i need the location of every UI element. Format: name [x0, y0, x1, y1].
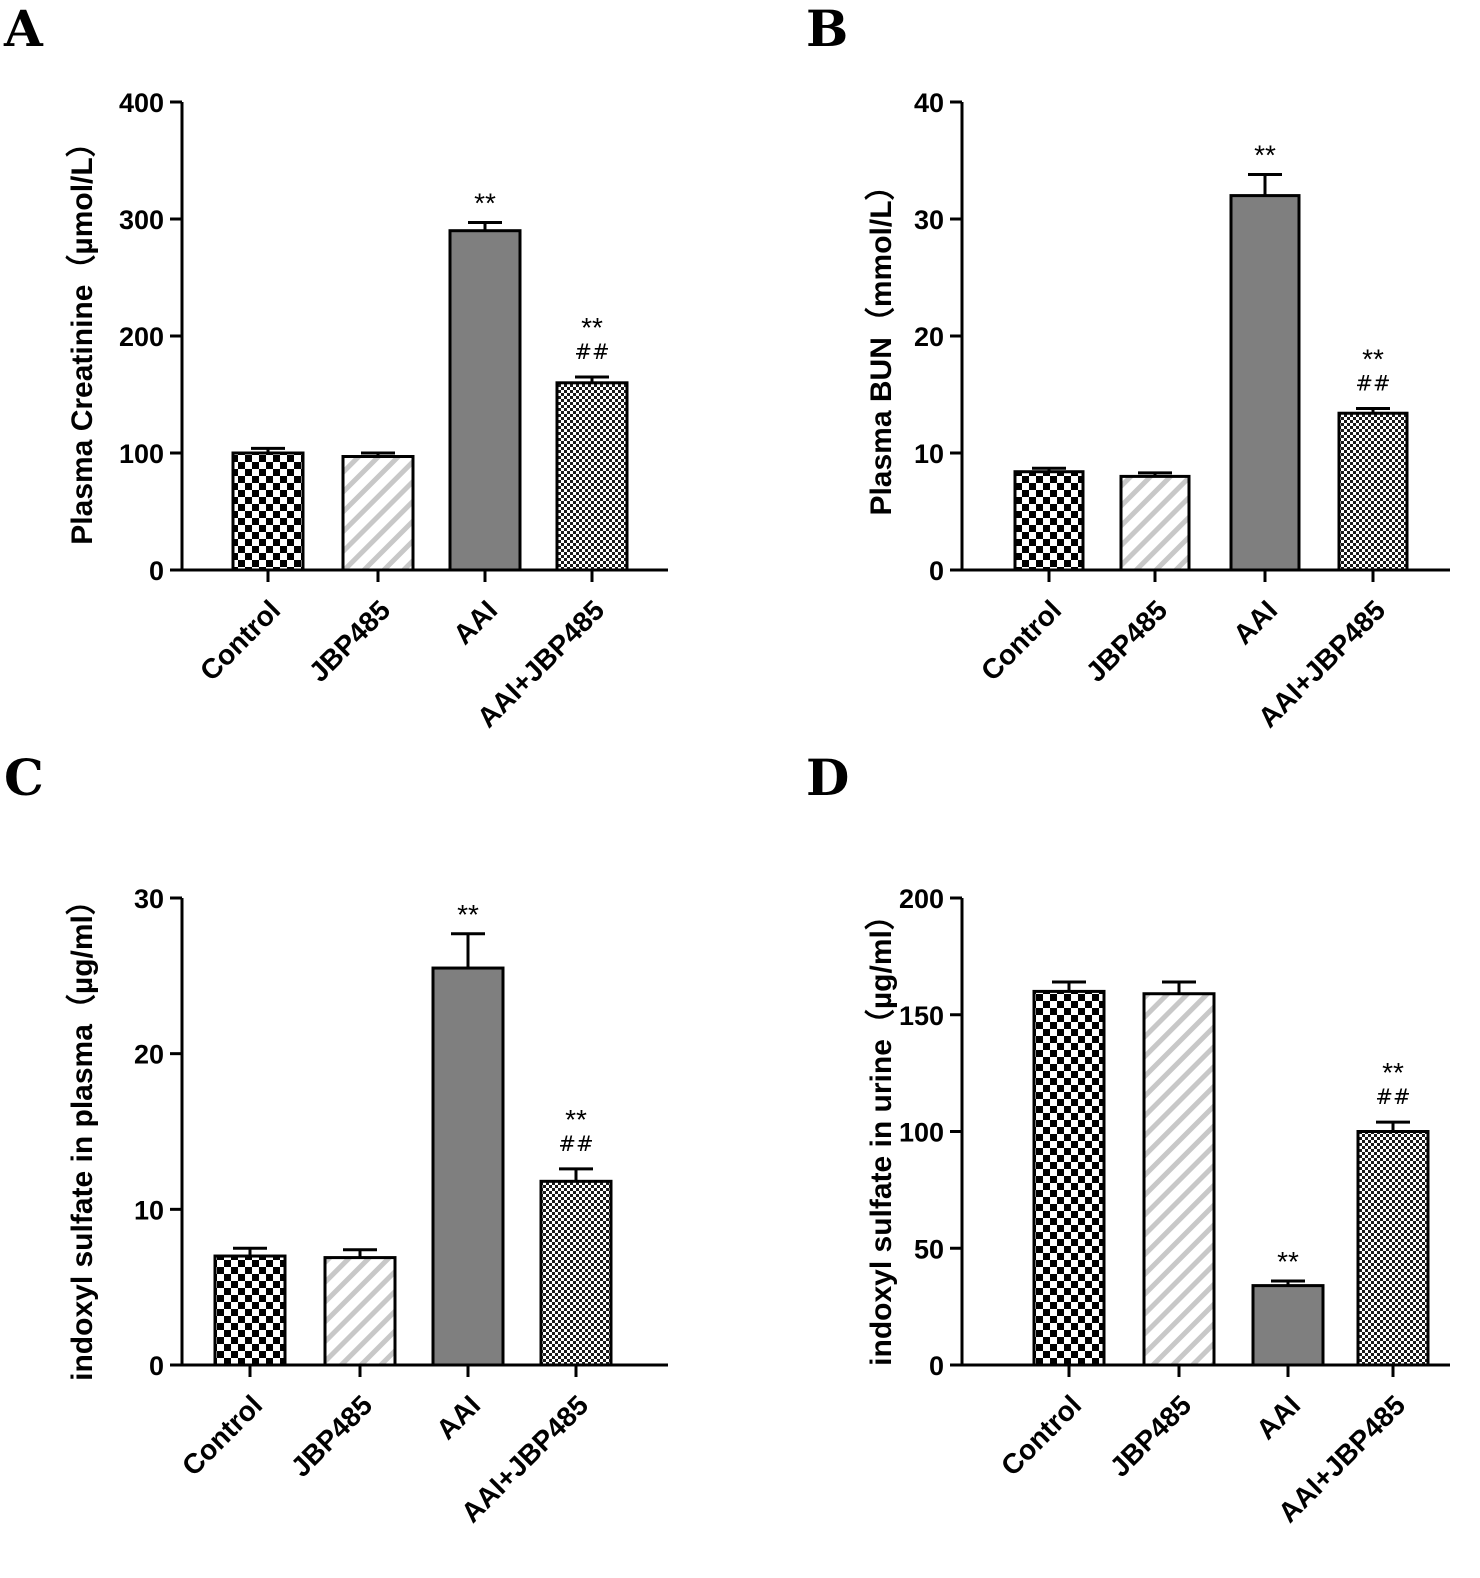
- x-category-label: AAI: [430, 1389, 486, 1445]
- panel-a: A Plasma Creatinine（µmol/L） 0 100 200 300 400 C…: [3, 0, 668, 733]
- bar-aai: [1229, 194, 1301, 572]
- significance-star: **: [1382, 1057, 1404, 1088]
- x-category-label: JBP485: [303, 594, 396, 687]
- bar-control: [1032, 989, 1106, 1367]
- y-tick-label: 10: [914, 439, 944, 469]
- bar-aai-jbp485: [539, 1179, 613, 1367]
- y-tick-label: 200: [119, 322, 164, 352]
- panel-letter: D: [806, 748, 849, 807]
- y-axis-title: indoxyl sulfate in plasma（µg/ml）: [65, 885, 99, 1381]
- y-axis-title: Plasma BUN（mmol/L）: [864, 170, 898, 515]
- significance-hash: ##: [1355, 372, 1390, 396]
- bar-aai: [431, 966, 505, 1367]
- bar-control: [213, 1254, 287, 1367]
- significance-star: **: [565, 1104, 587, 1135]
- x-category-label: Control: [975, 594, 1067, 686]
- bar-control: [231, 451, 305, 572]
- bar-control: [1013, 470, 1085, 572]
- y-tick-label: 10: [134, 1195, 164, 1225]
- x-category-label: AAI: [1250, 1389, 1306, 1445]
- bar-jbp485: [323, 1256, 397, 1367]
- y-tick-label: 100: [899, 1118, 944, 1148]
- significance-hash: ##: [558, 1132, 593, 1156]
- bar-jbp485: [1119, 474, 1191, 572]
- x-category-label: JBP485: [1080, 594, 1173, 687]
- panel-letter: B: [806, 0, 848, 58]
- y-tick-label: 300: [119, 205, 164, 235]
- bar-aai: [448, 229, 522, 572]
- y-tick-label: 0: [929, 556, 944, 586]
- y-tick-label: 0: [149, 1351, 164, 1381]
- x-category-label: AAI: [447, 594, 503, 650]
- y-axis-title: indoxyl sulfate in urine（µg/ml）: [864, 900, 898, 1366]
- significance-star: **: [474, 188, 496, 219]
- y-tick-label: 100: [119, 439, 164, 469]
- x-category-label: Control: [995, 1389, 1087, 1481]
- y-tick-label: 0: [929, 1351, 944, 1381]
- panel-letter: C: [4, 748, 44, 807]
- y-tick-label: 40: [914, 88, 944, 118]
- y-tick-label: 20: [914, 322, 944, 352]
- x-category-label: JBP485: [285, 1389, 378, 1482]
- significance-hash: ##: [1375, 1085, 1410, 1109]
- y-tick-label: 30: [914, 205, 944, 235]
- bar-aai-jbp485: [1337, 411, 1409, 572]
- significance-star: **: [1362, 344, 1384, 375]
- y-tick-label: 50: [914, 1234, 944, 1264]
- bar-aai: [1251, 1284, 1325, 1367]
- bar-jbp485: [1142, 992, 1216, 1367]
- y-tick-label: 200: [899, 884, 944, 914]
- y-tick-label: 20: [134, 1040, 164, 1070]
- x-category-label: Control: [176, 1389, 268, 1481]
- panel-b: B Plasma BUN（mmol/L） 0 10 20 30 40 Control JBP48…: [806, 0, 1450, 733]
- y-tick-label: 150: [899, 1001, 944, 1031]
- y-axis-title: Plasma Creatinine（µmol/L）: [65, 127, 99, 544]
- significance-star: **: [581, 312, 603, 343]
- y-tick-label: 0: [149, 556, 164, 586]
- bar-aai-jbp485: [555, 381, 629, 572]
- y-tick-label: 30: [134, 884, 164, 914]
- significance-star: **: [457, 899, 479, 930]
- significance-star: **: [1254, 140, 1276, 171]
- y-tick-label: 400: [119, 88, 164, 118]
- significance-star: **: [1277, 1246, 1299, 1277]
- x-category-label: AAI: [1227, 594, 1283, 650]
- x-category-label: JBP485: [1104, 1389, 1197, 1482]
- significance-hash: ##: [574, 340, 609, 364]
- panel-letter: A: [3, 0, 44, 58]
- bar-aai-jbp485: [1356, 1130, 1430, 1367]
- bar-jbp485: [341, 455, 415, 572]
- x-category-label: Control: [194, 594, 286, 686]
